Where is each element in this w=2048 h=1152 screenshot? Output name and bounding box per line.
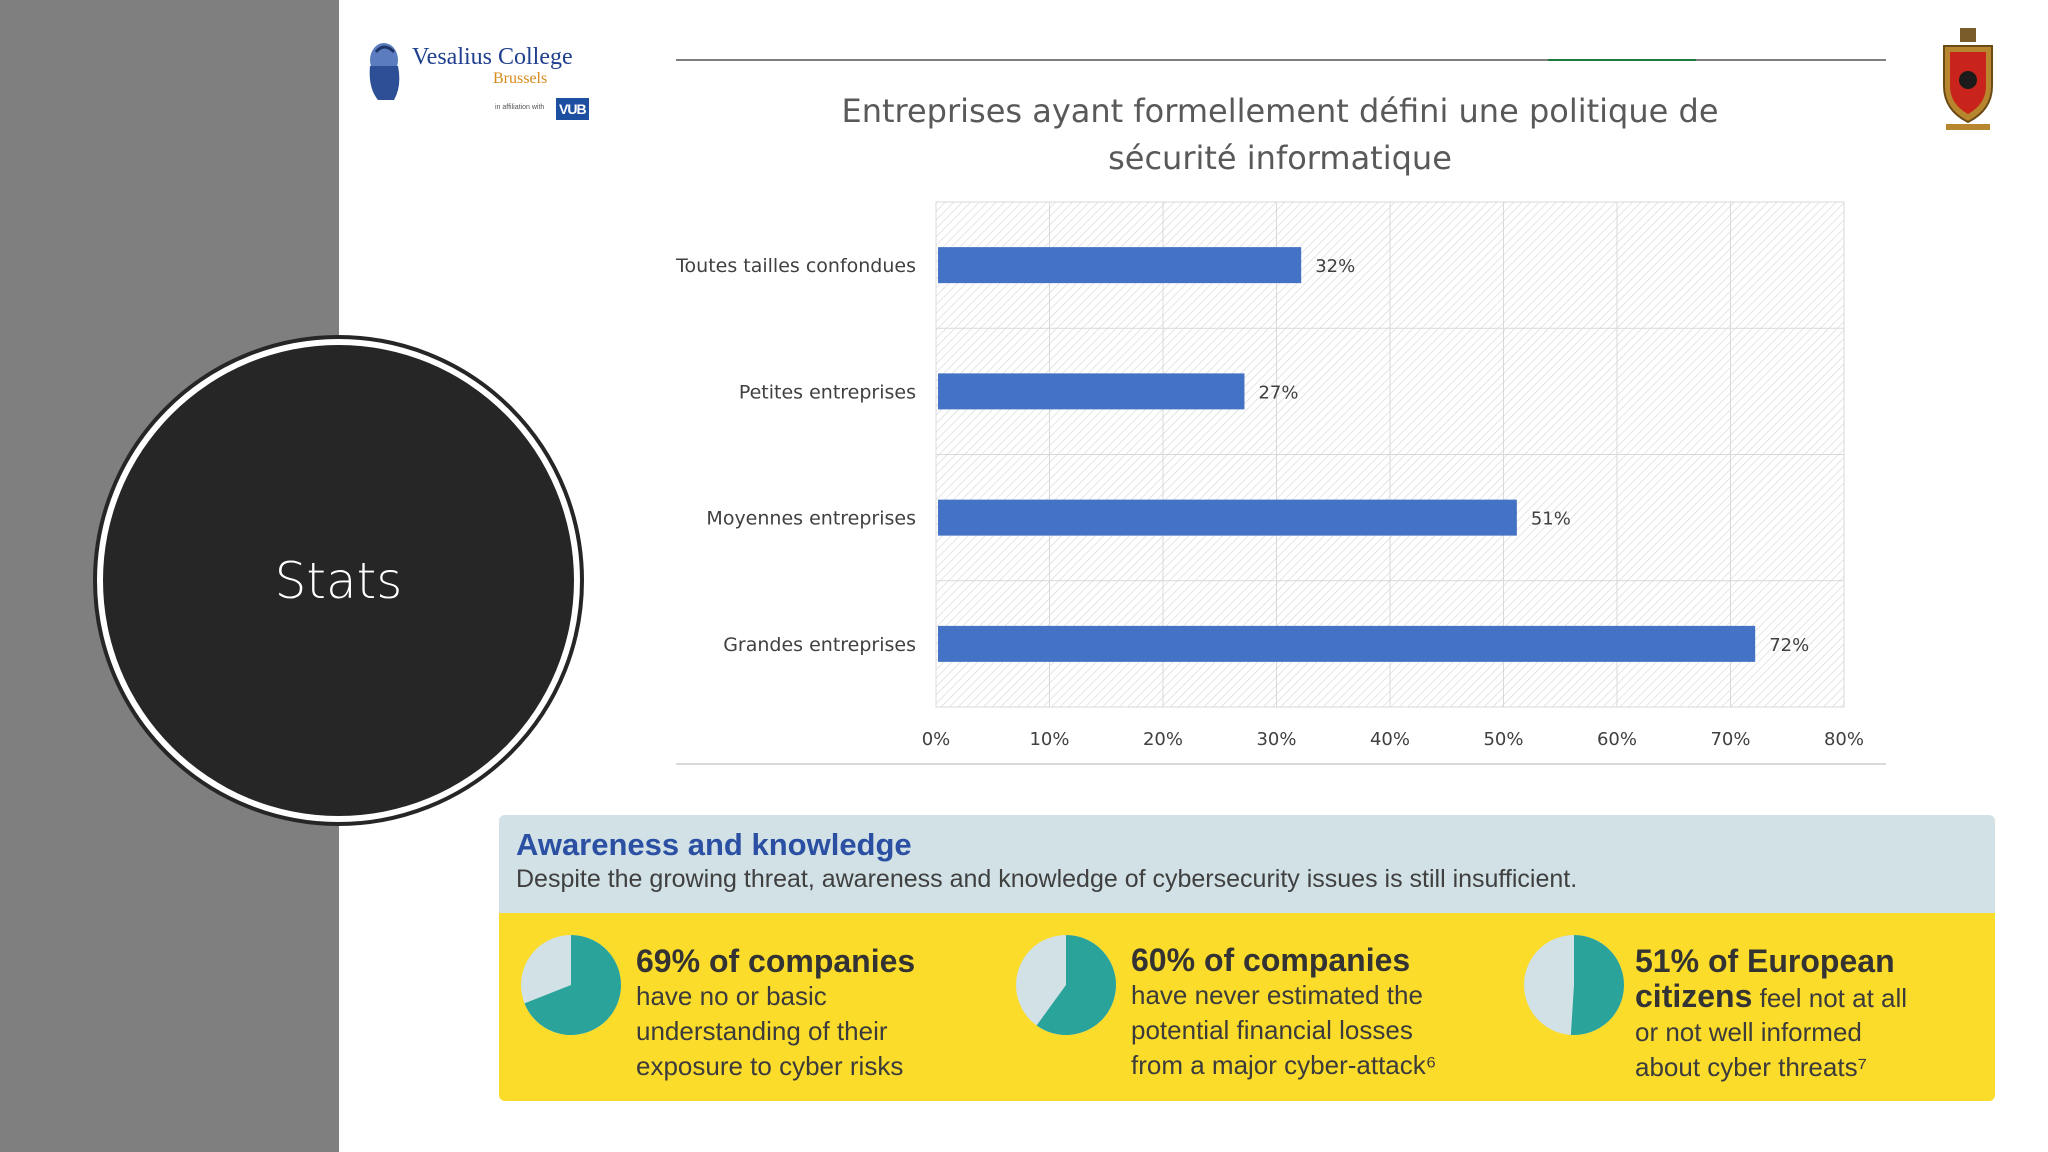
stat-citizens-informed: 51% of European citizens feel not at all… — [1522, 933, 1982, 1083]
awareness-title: Awareness and knowledge — [516, 827, 912, 862]
top-divider-accent — [1548, 59, 1696, 61]
stat-text-line: have no or basic — [636, 981, 827, 1011]
top-divider — [676, 59, 1886, 61]
bar — [938, 247, 1302, 284]
stat-text-line: exposure to cyber risks — [636, 1051, 904, 1081]
stat-text-line: or not well informed — [1635, 1017, 1862, 1047]
stat-headline: 60% of companies — [1131, 942, 1411, 978]
stat-headline: 51% of European — [1635, 943, 1895, 979]
chart-title-line-1: Entreprises ayant formellement défini un… — [841, 92, 1719, 130]
stat-text-line: from a major cyber-attack⁶ — [1131, 1050, 1437, 1080]
stat-text-line: about cyber threats⁷ — [1635, 1052, 1867, 1082]
bar — [938, 625, 1756, 662]
tick-label: 30% — [1256, 729, 1296, 750]
stat-text-line: potential financial losses — [1131, 1015, 1413, 1045]
value-label: 51% — [1531, 509, 1571, 530]
pie-51-icon — [1524, 935, 1625, 1035]
pie-60-icon — [1016, 935, 1116, 1035]
tick-label: 60% — [1597, 729, 1637, 750]
awareness-header: Awareness and knowledge Despite the grow… — [499, 815, 1995, 913]
vub-badge: VUB — [556, 98, 589, 120]
category-label: Grandes entreprises — [723, 634, 916, 656]
stat-text-line: understanding of their — [636, 1016, 888, 1046]
awareness-stats: 69% of companies have no or basic unders… — [499, 913, 1995, 1101]
vesalius-portrait-icon — [369, 43, 400, 100]
pie-slice — [1036, 935, 1116, 1035]
tick-label: 0% — [922, 729, 951, 750]
title-circle: Stats — [103, 345, 574, 816]
value-label: 27% — [1258, 382, 1298, 403]
tick-label: 80% — [1824, 729, 1864, 750]
category-label: Toutes tailles confondues — [675, 255, 916, 277]
logo-city: Brussels — [493, 70, 548, 87]
chart-title: Entreprises ayant formellement défini un… — [800, 88, 1760, 182]
chart-title-line-2: sécurité informatique — [1108, 139, 1452, 177]
stat-headline-cont: citizens — [1635, 978, 1753, 1014]
pie-slice — [1570, 935, 1625, 1035]
stat-text-line: citizens feel not at all — [1635, 979, 1907, 1016]
stat-companies-risk: 69% of companies have no or basic unders… — [519, 933, 989, 1083]
stat-headline: 69% of companies — [636, 943, 916, 979]
chart-divider — [676, 763, 1886, 765]
value-label: 72% — [1769, 635, 1809, 656]
bar-chart: Toutes tailles confondues Petites entrepr… — [675, 201, 1864, 750]
stat-headline-rest: feel not at all — [1752, 983, 1908, 1013]
section-title: Stats — [274, 551, 403, 610]
stat-text-line: have never estimated the — [1131, 980, 1423, 1010]
category-label: Petites entreprises — [739, 381, 916, 403]
tick-label: 20% — [1143, 729, 1183, 750]
tick-label: 10% — [1029, 729, 1069, 750]
bar — [938, 373, 1245, 410]
logo-affiliation: in affiliation with — [495, 104, 545, 111]
stat-companies-losses: 60% of companies have never estimated th… — [1014, 933, 1484, 1083]
tick-label: 50% — [1483, 729, 1523, 750]
bar — [938, 499, 1517, 536]
awareness-panel: Awareness and knowledge Despite the grow… — [499, 815, 1995, 1101]
value-label: 32% — [1315, 256, 1355, 277]
tick-label: 70% — [1710, 729, 1750, 750]
pie-69-icon — [521, 935, 621, 1035]
category-label: Moyennes entreprises — [706, 508, 916, 530]
awareness-subtitle: Despite the growing threat, awareness an… — [516, 865, 1578, 893]
pie-slice — [524, 935, 621, 1035]
logo-name: Vesalius College — [412, 44, 573, 70]
crest-icon — [1943, 28, 1993, 130]
vesalius-college-logo: Vesalius College Brussels in affiliation… — [360, 36, 600, 136]
tick-label: 40% — [1370, 729, 1410, 750]
